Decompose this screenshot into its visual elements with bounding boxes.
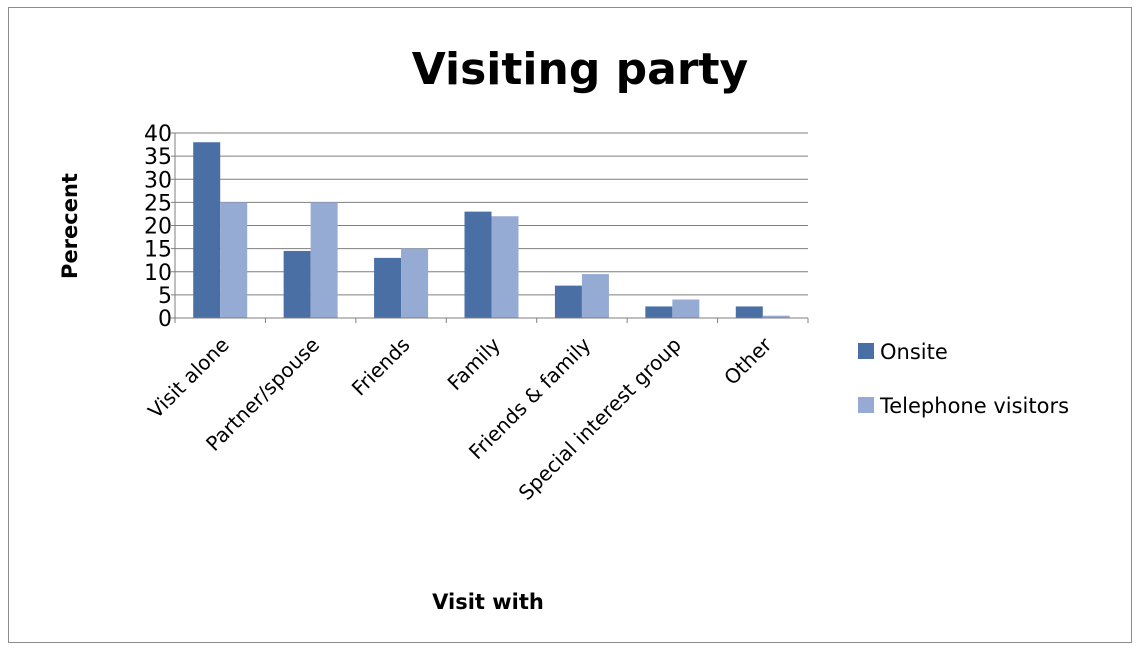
y-tick-label: 20 — [144, 215, 172, 240]
y-tick-label: 10 — [144, 261, 172, 286]
chart-frame — [8, 7, 1132, 643]
x-category-label: Special interest group — [514, 333, 686, 505]
bar-telephone-visitors-3 — [491, 216, 519, 318]
bar-telephone-visitors-5 — [672, 299, 700, 318]
y-tick-label: 15 — [144, 238, 172, 263]
x-category-label: Visit alone — [143, 333, 234, 424]
bar-onsite-1 — [283, 250, 311, 318]
bar-telephone-visitors-2 — [401, 248, 429, 318]
axes — [171, 132, 809, 323]
chart-title: Visiting party — [412, 44, 749, 95]
bar-onsite-4 — [554, 285, 582, 318]
x-axis-title: Visit with — [432, 590, 544, 614]
bar-onsite-0 — [193, 142, 221, 318]
x-category-label: Friends — [347, 333, 415, 401]
bar-onsite-3 — [464, 211, 492, 318]
y-axis-title: Perecent — [58, 173, 82, 279]
y-tick-label: 25 — [144, 191, 172, 216]
bar-onsite-5 — [645, 306, 673, 318]
legend-label: Onsite — [880, 340, 948, 364]
x-category-label: Other — [719, 332, 777, 390]
bar-telephone-visitors-6 — [762, 315, 790, 318]
bar-onsite-2 — [374, 257, 402, 318]
y-tick-label: 30 — [144, 168, 172, 193]
bar-telephone-visitors-1 — [310, 202, 338, 318]
y-tick-label: 5 — [158, 284, 172, 309]
legend: Onsite Telephone visitors — [858, 340, 1069, 418]
y-tick-label: 40 — [144, 122, 172, 147]
bar-telephone-visitors-4 — [581, 274, 609, 318]
y-tick-label: 35 — [144, 145, 172, 170]
legend-swatch — [858, 397, 874, 413]
legend-swatch — [858, 343, 874, 359]
y-tick-label: 0 — [158, 307, 172, 332]
x-category-label: Family — [443, 332, 506, 395]
legend-label: Telephone visitors — [879, 394, 1069, 418]
bar-onsite-6 — [735, 306, 763, 318]
bars — [193, 142, 790, 318]
bar-telephone-visitors-0 — [220, 202, 248, 318]
